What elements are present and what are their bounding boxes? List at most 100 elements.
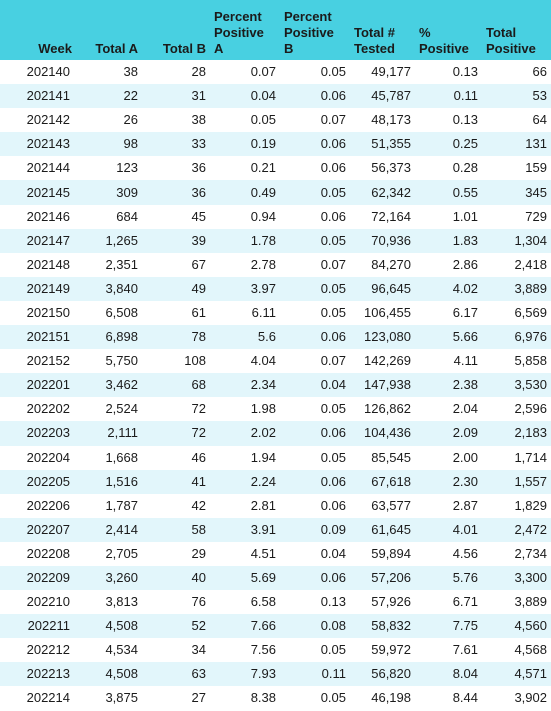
cell-total-tested: 142,269 (364, 353, 411, 369)
cell-total-tested: 106,455 (364, 304, 411, 320)
cell-percent-positive-a: 3.91 (250, 521, 276, 537)
table-row: 202152 5,750 108 4.04 0.07 142,269 4.11 5,858 (0, 349, 551, 373)
cell-total-positive: 3,530 (514, 377, 547, 393)
cell-percent-positive-b: 0.05 (320, 184, 346, 200)
table-row: 202206 1,787 42 2.81 0.06 63,577 2.87 1,829 (0, 494, 551, 518)
table-row: 202211 4,508 52 7.66 0.08 58,832 7.75 4,560 (0, 614, 551, 639)
table-row: 202140 38 28 0.07 0.05 49,177 0.13 66 (0, 60, 551, 84)
cell-total-tested: 45,787 (371, 88, 411, 104)
cell-total-b: 33 (191, 136, 206, 152)
cell-percent-positive: 4.11 (453, 353, 478, 369)
cell-percent-positive-a: 6.11 (251, 304, 276, 320)
cell-total-b: 72 (191, 425, 206, 441)
cell-total-tested: 51,355 (371, 136, 411, 152)
cell-percent-positive: 0.13 (452, 64, 478, 80)
header-total-tested: Total # Tested (354, 25, 395, 56)
cell-total-positive: 4,571 (514, 666, 547, 682)
cell-total-tested: 56,373 (371, 160, 411, 176)
table-row: 202204 1,668 46 1.94 0.05 85,545 2.00 1,714 (0, 446, 551, 470)
cell-total-a: 22 (123, 88, 138, 104)
cell-percent-positive-a: 8.38 (250, 690, 276, 706)
cell-percent-positive: 2.09 (452, 425, 478, 441)
cell-percent-positive-a: 2.78 (250, 256, 276, 272)
cell-week: 202148 (26, 256, 70, 272)
cell-week: 202144 (26, 160, 70, 176)
table-row: 202213 4,508 63 7.93 0.11 56,820 8.04 4,571 (0, 662, 551, 687)
cell-percent-positive-b: 0.07 (320, 112, 346, 128)
cell-percent-positive-b: 0.06 (320, 497, 346, 513)
table-row: 202144 123 36 0.21 0.06 56,373 0.28 159 (0, 156, 551, 180)
cell-percent-positive: 4.56 (452, 545, 478, 561)
cell-total-positive: 1,714 (514, 449, 547, 465)
cell-percent-positive: 1.01 (452, 208, 478, 224)
cell-total-a: 123 (116, 160, 138, 176)
cell-week: 202149 (26, 280, 70, 296)
cell-percent-positive-a: 7.93 (250, 666, 276, 682)
cell-total-positive: 2,596 (514, 401, 547, 417)
cell-total-a: 1,265 (105, 232, 138, 248)
cell-percent-positive: 0.55 (452, 184, 478, 200)
cell-percent-positive: 6.17 (452, 304, 478, 320)
cell-week: 202202 (26, 401, 70, 417)
cell-total-b: 31 (191, 88, 206, 104)
cell-total-positive: 1,304 (514, 232, 547, 248)
cell-total-a: 2,414 (105, 521, 138, 537)
cell-total-b: 52 (191, 618, 206, 634)
cell-percent-positive-b: 0.13 (320, 594, 346, 610)
cell-total-positive: 66 (532, 64, 547, 80)
cell-total-positive: 5,858 (514, 353, 547, 369)
cell-total-positive: 3,889 (514, 280, 547, 296)
cell-percent-positive-b: 0.08 (320, 618, 346, 634)
cell-total-a: 1,668 (105, 449, 138, 465)
cell-percent-positive: 0.11 (453, 88, 478, 104)
cell-total-tested: 67,618 (371, 473, 411, 489)
cell-percent-positive: 0.25 (452, 136, 478, 152)
table-row: 202151 6,898 78 5.6 0.06 123,080 5.66 6,976 (0, 325, 551, 350)
cell-total-b: 108 (184, 353, 206, 369)
cell-percent-positive-b: 0.04 (320, 377, 346, 393)
cell-total-b: 58 (191, 521, 206, 537)
cell-total-tested: 48,173 (371, 112, 411, 128)
cell-percent-positive-a: 4.04 (250, 353, 276, 369)
cell-percent-positive-a: 6.58 (250, 594, 276, 610)
cell-percent-positive-a: 0.05 (250, 112, 276, 128)
cell-total-positive: 345 (525, 184, 547, 200)
cell-percent-positive: 0.28 (452, 160, 478, 176)
cell-percent-positive-a: 1.78 (250, 232, 276, 248)
table-row: 202202 2,524 72 1.98 0.05 126,862 2.04 2,596 (0, 397, 551, 421)
cell-percent-positive-b: 0.06 (320, 88, 346, 104)
table-row: 202147 1,265 39 1.78 0.05 70,936 1.83 1,304 (0, 228, 551, 253)
cell-percent-positive-a: 7.56 (250, 642, 276, 658)
cell-total-tested: 46,198 (371, 690, 411, 706)
cell-percent-positive-b: 0.04 (320, 545, 346, 561)
table-row: 202207 2,414 58 3.91 0.09 61,645 4.01 2,472 (0, 517, 551, 542)
cell-week: 202211 (27, 618, 70, 634)
cell-total-b: 78 (191, 329, 206, 345)
cell-total-a: 309 (116, 184, 138, 200)
cell-percent-positive: 2.30 (452, 473, 478, 489)
cell-percent-positive-b: 0.06 (320, 160, 346, 176)
cell-percent-positive: 4.01 (452, 521, 478, 537)
cell-percent-positive-a: 2.24 (250, 473, 276, 489)
cell-percent-positive: 5.76 (452, 570, 478, 586)
cell-total-positive: 4,568 (514, 642, 547, 658)
table-row: 202208 2,705 29 4.51 0.04 59,894 4.56 2,734 (0, 542, 551, 566)
cell-total-b: 72 (191, 401, 206, 417)
cell-total-tested: 70,936 (371, 232, 411, 248)
cell-total-b: 68 (191, 377, 206, 393)
cell-total-positive: 53 (532, 88, 547, 104)
cell-percent-positive-a: 5.69 (250, 570, 276, 586)
cell-week: 202141 (26, 88, 70, 104)
cell-percent-positive: 0.13 (452, 112, 478, 128)
cell-total-b: 63 (191, 666, 206, 682)
cell-total-b: 40 (191, 570, 206, 586)
cell-total-positive: 64 (532, 112, 547, 128)
cell-percent-positive: 7.61 (452, 642, 478, 658)
cell-total-b: 49 (191, 280, 206, 296)
cell-total-positive: 159 (525, 160, 547, 176)
cell-total-b: 29 (191, 545, 206, 561)
cell-week: 202142 (26, 112, 70, 128)
cell-total-positive: 6,569 (514, 304, 547, 320)
cell-percent-positive-b: 0.07 (320, 353, 346, 369)
cell-percent-positive-a: 0.07 (250, 64, 276, 80)
